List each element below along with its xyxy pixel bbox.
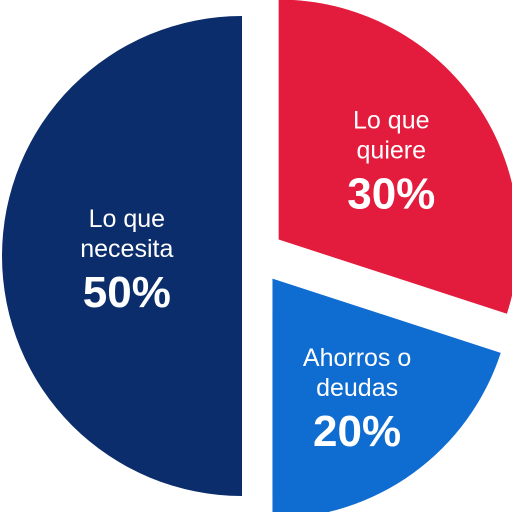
pie-slice-0 xyxy=(278,0,512,314)
slice-label-0-line-0: Lo que xyxy=(353,107,429,135)
slice-value-label-2: 50% xyxy=(83,268,171,317)
slice-value-label-0: 30% xyxy=(347,170,435,219)
pie-slice-2 xyxy=(2,16,242,496)
slice-label-0-line-1: quiere xyxy=(357,137,427,165)
slice-label-2-line-0: Lo que xyxy=(89,205,165,233)
pie-slice-1 xyxy=(272,278,501,512)
slice-value-label-1: 20% xyxy=(313,407,401,456)
slice-label-2-line-1: necesita xyxy=(80,235,173,263)
slice-label-1-line-1: deudas xyxy=(316,374,398,402)
slice-label-1-line-0: Ahorros o xyxy=(303,344,411,372)
